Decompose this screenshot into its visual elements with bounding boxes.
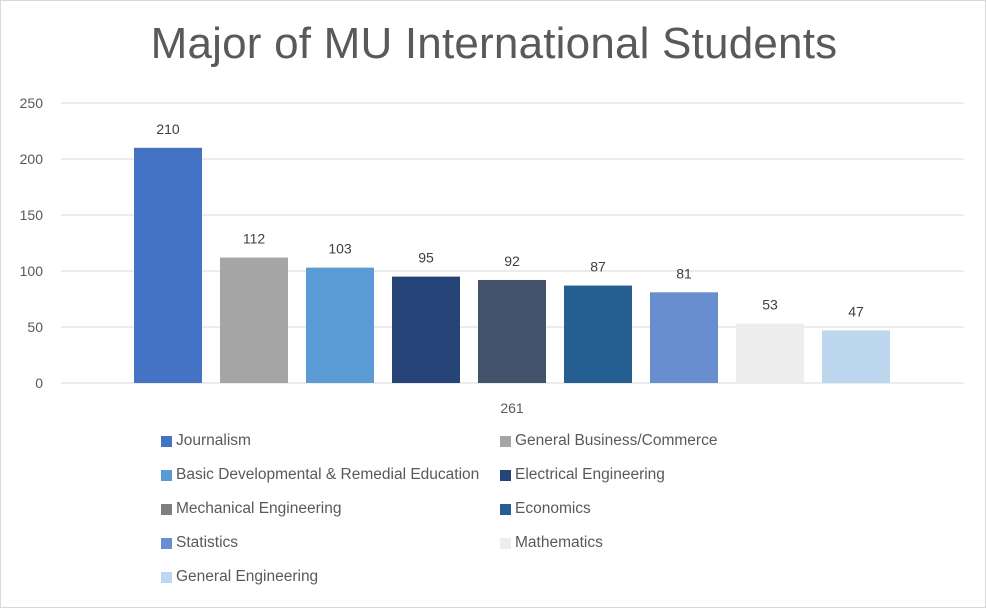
bar-mechanical-engineering <box>478 279 546 383</box>
data-label: 95 <box>418 250 434 266</box>
legend-item: Economics <box>500 499 900 519</box>
legend-swatch <box>500 435 511 447</box>
legend-label: Journalism <box>176 432 251 449</box>
data-label: 81 <box>676 265 692 281</box>
legend-item: Statistics <box>161 533 500 553</box>
legend-swatch <box>500 469 511 481</box>
legend-label: Mathematics <box>515 534 603 551</box>
legend-item: Journalism <box>161 431 500 451</box>
legend-item: Electrical Engineering <box>500 465 900 485</box>
data-label: 87 <box>590 259 606 275</box>
data-label: 47 <box>848 303 864 319</box>
legend-item: Mechanical Engineering <box>161 499 500 519</box>
legend-label: Mechanical Engineering <box>176 500 342 517</box>
bar-basic-developmental-remedial-education <box>306 267 374 383</box>
legend-label: Electrical Engineering <box>515 466 665 483</box>
legend-swatch <box>161 469 172 481</box>
bar-electrical-engineering <box>392 276 460 383</box>
bar-statistics <box>650 292 718 383</box>
chart-legend: Journalism General Business/Commerce Basic… <box>161 431 921 587</box>
legend-label: General Engineering <box>176 568 319 585</box>
legend-item: General Engineering <box>161 567 500 587</box>
legend-swatch <box>161 435 172 447</box>
legend-item: Mathematics <box>500 533 900 553</box>
bar-chart-plot: 0 50 100 150 200 250 210 112 103 95 92 87 81 53 47 261 <box>20 95 964 416</box>
bar-mathematics <box>736 323 804 383</box>
legend-item: General Business/Commerce <box>500 431 900 451</box>
y-tick-label: 250 <box>20 95 44 111</box>
data-label: 210 <box>156 121 180 137</box>
y-tick-label: 0 <box>35 375 43 391</box>
legend-swatch <box>500 537 511 549</box>
bar-economics <box>564 285 632 383</box>
legend-label: Economics <box>515 500 591 517</box>
data-label: 103 <box>328 241 352 257</box>
data-label: 53 <box>762 297 778 313</box>
legend-label: Statistics <box>176 534 239 551</box>
x-category-label: 261 <box>500 400 524 416</box>
legend-swatch <box>161 503 172 515</box>
bar-general-business-commerce <box>220 257 288 383</box>
legend-label: General Business/Commerce <box>515 432 718 449</box>
bar-general-engineering <box>822 330 890 383</box>
y-tick-label: 150 <box>20 207 44 223</box>
legend-swatch <box>161 537 172 549</box>
legend-label: Basic Developmental & Remedial Education <box>176 466 480 483</box>
legend-item: Basic Developmental & Remedial Education <box>161 465 500 485</box>
y-tick-label: 200 <box>20 151 44 167</box>
data-label: 92 <box>504 253 520 269</box>
data-label: 112 <box>243 231 266 247</box>
legend-swatch <box>500 503 511 515</box>
y-tick-label: 100 <box>20 263 44 279</box>
legend-swatch <box>161 571 172 583</box>
chart-title: Major of MU International Students <box>150 19 838 68</box>
y-tick-label: 50 <box>27 319 43 335</box>
bar-journalism <box>134 147 202 383</box>
